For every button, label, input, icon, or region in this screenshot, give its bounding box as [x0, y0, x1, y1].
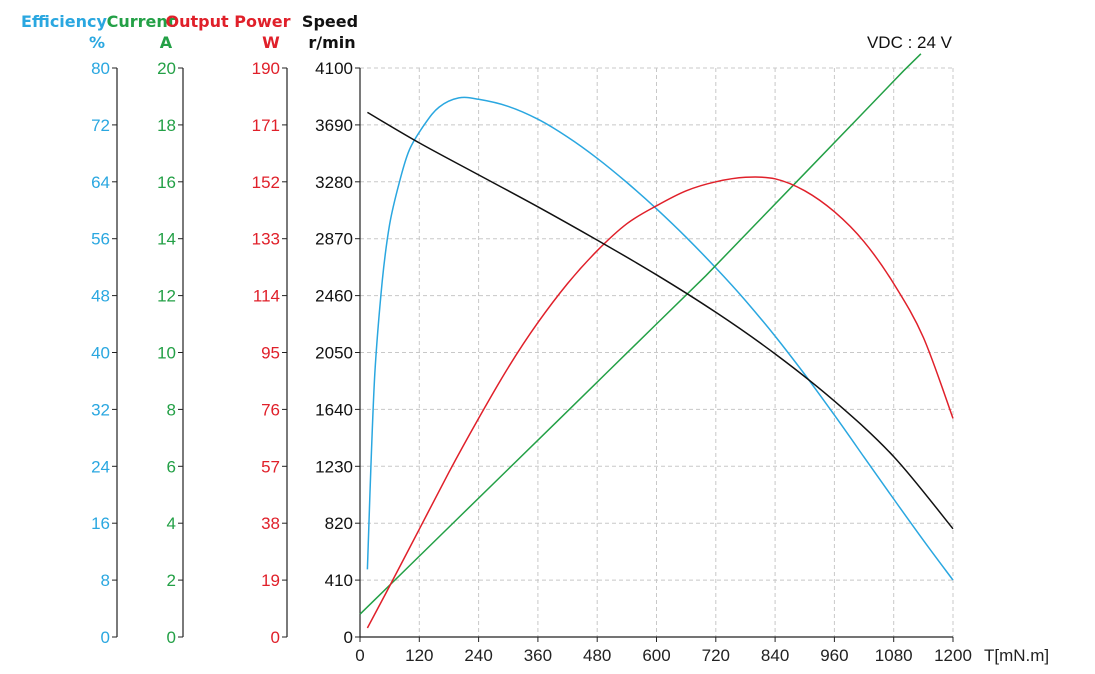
- power-tick-label: 114: [253, 287, 280, 306]
- x-tick-label: 0: [355, 646, 364, 665]
- efficiency-tick-label: 16: [91, 514, 110, 533]
- x-tick-label: 360: [524, 646, 552, 665]
- x-tick-label: 1200: [934, 646, 972, 665]
- speed-tick-label: 410: [325, 571, 353, 590]
- current-tick-label: 16: [157, 173, 176, 192]
- power-tick-label: 38: [261, 514, 280, 533]
- x-tick-label: 960: [820, 646, 848, 665]
- grid-lines: [360, 67, 954, 637]
- current-tick-label: 0: [167, 628, 176, 647]
- efficiency-tick-label: 40: [91, 344, 110, 363]
- speed-axis-unit: r/min: [308, 33, 355, 52]
- efficiency-curve: [366, 96, 954, 581]
- speed-tick-label: 3690: [315, 116, 353, 135]
- power-tick-label: 76: [261, 400, 280, 419]
- current-tick-label: 8: [167, 400, 176, 419]
- efficiency-tick-label: 8: [101, 571, 110, 590]
- power-tick-label: 0: [271, 628, 280, 647]
- efficiency-tick-label: 24: [91, 457, 110, 476]
- speed-tick-label: 4100: [315, 59, 353, 78]
- vdc-note: VDC : 24 V: [867, 33, 953, 52]
- efficiency-tick-label: 48: [91, 287, 110, 306]
- x-axis-label: T[mN.m]: [984, 646, 1049, 665]
- efficiency-axis-title: Efficiency: [21, 12, 107, 31]
- current-axis-title: Current: [107, 12, 176, 31]
- current-tick-label: 2: [167, 571, 176, 590]
- labels: 0 120 240 360 480 600 720 840 960 1080 1200 T[mN.m]…: [21, 12, 1049, 665]
- current-tick-label: 10: [157, 344, 176, 363]
- speed-tick-label: 2870: [315, 230, 353, 249]
- axes: [112, 67, 954, 642]
- efficiency-tick-label: 0: [101, 628, 110, 647]
- power-tick-label: 152: [252, 173, 280, 192]
- efficiency-tick-label: 56: [91, 230, 110, 249]
- power-axis-title: Output Power: [166, 12, 291, 31]
- power-tick-label: 133: [252, 230, 280, 249]
- curves: [359, 53, 954, 629]
- current-tick-label: 20: [157, 59, 176, 78]
- current-tick-label: 14: [157, 230, 176, 249]
- efficiency-tick-label: 72: [91, 116, 110, 135]
- power-tick-label: 171: [252, 116, 280, 135]
- x-tick-label: 120: [405, 646, 433, 665]
- current-axis-unit: A: [160, 33, 173, 52]
- power-axis-unit: W: [262, 33, 280, 52]
- efficiency-tick-label: 64: [91, 173, 110, 192]
- speed-tick-label: 2050: [315, 344, 353, 363]
- speed-tick-label: 0: [344, 628, 353, 647]
- current-tick-label: 6: [167, 457, 176, 476]
- speed-curve: [367, 111, 954, 530]
- x-tick-label: 240: [464, 646, 492, 665]
- speed-tick-label: 820: [325, 514, 353, 533]
- x-tick-label: 600: [642, 646, 670, 665]
- current-tick-label: 12: [157, 287, 176, 306]
- power-tick-label: 57: [261, 457, 280, 476]
- efficiency-axis-unit: %: [89, 33, 105, 52]
- current-tick-label: 18: [157, 116, 176, 135]
- efficiency-tick-label: 32: [91, 400, 110, 419]
- power-curve: [366, 176, 954, 629]
- speed-tick-label: 2460: [315, 287, 353, 306]
- speed-tick-label: 3280: [315, 173, 353, 192]
- x-tick-label: 720: [702, 646, 730, 665]
- power-tick-label: 190: [252, 59, 280, 78]
- speed-tick-label: 1230: [315, 457, 353, 476]
- x-tick-label: 1080: [875, 646, 913, 665]
- current-tick-label: 4: [167, 514, 176, 533]
- efficiency-tick-label: 80: [91, 59, 110, 78]
- power-tick-label: 95: [261, 344, 280, 363]
- x-tick-label: 480: [583, 646, 611, 665]
- power-tick-label: 19: [261, 571, 280, 590]
- speed-axis-title: Speed: [302, 12, 358, 31]
- current-curve: [359, 53, 922, 615]
- x-tick-label: 840: [761, 646, 789, 665]
- speed-tick-label: 1640: [315, 400, 353, 419]
